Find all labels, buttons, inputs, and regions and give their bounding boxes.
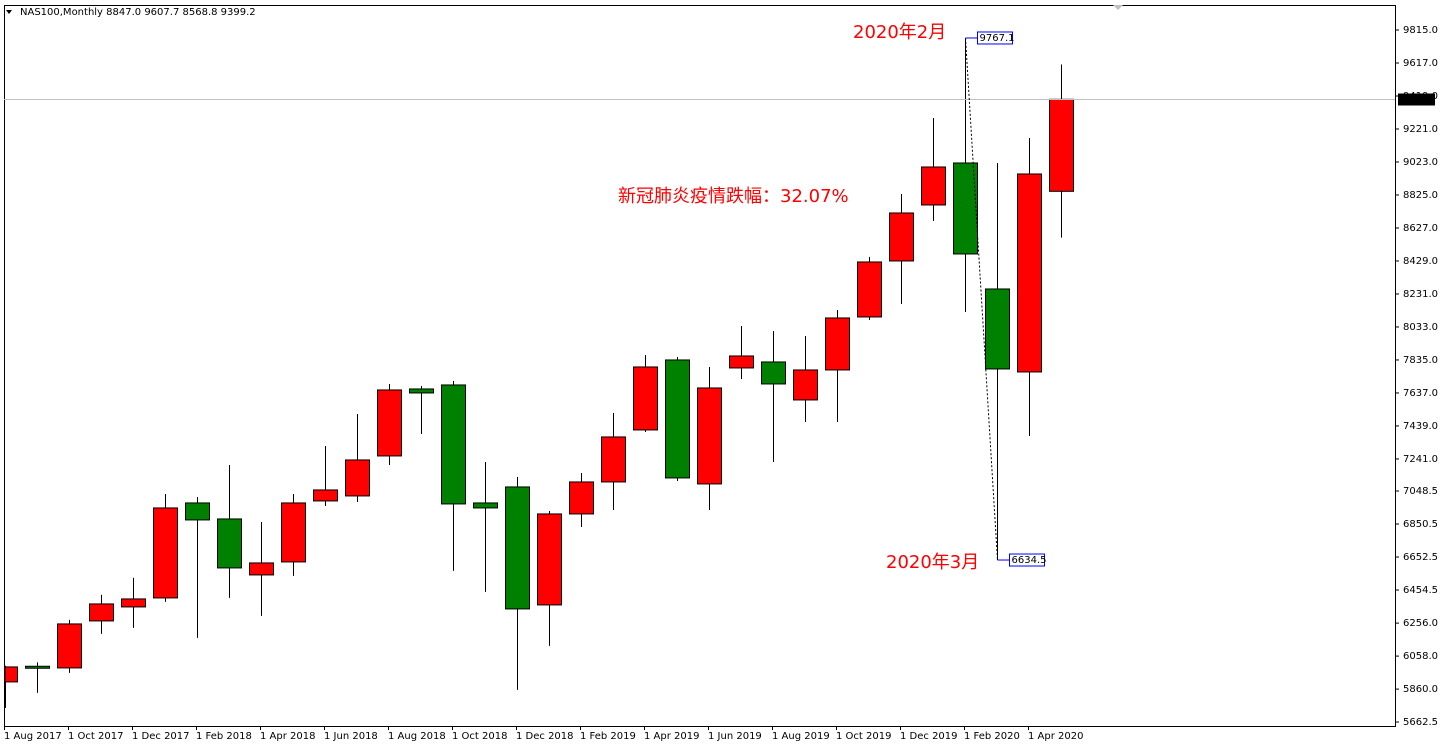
y-tick-label: 7835.0: [1403, 355, 1438, 366]
candle-body: [857, 261, 882, 318]
y-tick-label: 8033.0: [1403, 322, 1438, 333]
candle-body: [537, 513, 562, 606]
candle-body: [473, 502, 498, 509]
price-tag: [1398, 93, 1435, 106]
x-tick-label: 1 Feb 2020: [964, 731, 1020, 742]
x-tick-label: 1 Aug 2018: [388, 731, 446, 742]
y-tick-label: 6652.5: [1403, 552, 1438, 563]
x-tick-label: 1 Aug 2019: [772, 731, 830, 742]
candle-body: [409, 388, 434, 394]
drop-annotation: 新冠肺炎疫情跌幅：32.07%: [618, 186, 849, 207]
x-tick-label: 1 Apr 2020: [1028, 731, 1083, 742]
candle-body: [921, 166, 946, 206]
high-tag-label: 9767.1: [980, 33, 1015, 44]
candle-body: [121, 598, 146, 608]
candle-body: [569, 481, 594, 515]
x-tick-label: 1 Dec 2017: [132, 731, 190, 742]
candle-body: [601, 436, 626, 483]
x-tick-label: 1 Oct 2018: [452, 731, 507, 742]
candle-body: [377, 389, 402, 457]
x-tick-label: 1 Dec 2019: [900, 731, 958, 742]
candle-body: [953, 162, 978, 255]
y-tick-label: 7439.0: [1403, 421, 1438, 432]
plot-frame: [4, 5, 1396, 727]
x-tick-label: 1 Apr 2019: [644, 731, 699, 742]
y-tick-label: 6256.0: [1403, 618, 1438, 629]
candle-body: [985, 288, 1010, 370]
y-tick-label: 6454.5: [1403, 585, 1438, 596]
price-tag-label: 9399.2: [1401, 95, 1436, 106]
candle-body: [217, 518, 242, 569]
candle-body: [889, 212, 914, 262]
candle-body: [345, 459, 370, 497]
x-tick-label: 1 Dec 2018: [516, 731, 574, 742]
candle-body: [1017, 173, 1042, 373]
candle-body: [825, 317, 850, 371]
x-tick-label: 1 Oct 2017: [68, 731, 123, 742]
y-tick-label: 6850.5: [1403, 519, 1438, 530]
candle-body: [281, 502, 306, 563]
candle-body: [697, 387, 722, 485]
candle-body: [4, 666, 18, 683]
candle-body: [505, 486, 530, 610]
x-tick-label: 1 Jun 2019: [708, 731, 762, 742]
y-tick-label: 8231.0: [1403, 289, 1438, 300]
feb-annotation: 2020年2月: [853, 22, 946, 43]
candle-body: [1049, 98, 1074, 192]
low-tag: [1009, 553, 1045, 567]
y-tick-label: 6058.0: [1403, 651, 1438, 662]
y-tick-label: 9023.0: [1403, 157, 1438, 168]
menu-arrow: [6, 10, 12, 14]
candle-body: [793, 369, 818, 401]
y-tick-label: 5860.0: [1403, 684, 1438, 695]
candle-body: [441, 384, 466, 505]
candle-body: [89, 603, 114, 622]
y-tick-label: 9815.0: [1403, 25, 1438, 36]
low-tag-label: 6634.5: [1012, 555, 1047, 566]
y-tick-label: 8825.0: [1403, 190, 1438, 201]
candle-body: [249, 562, 274, 576]
drop-line: [965, 37, 998, 561]
x-tick-label: 1 Feb 2018: [196, 731, 252, 742]
candle-body: [761, 361, 786, 385]
y-tick-label: 5662.5: [1403, 717, 1438, 728]
candle-body: [153, 507, 178, 599]
x-tick-label: 1 Apr 2018: [260, 731, 315, 742]
mar-annotation: 2020年3月: [886, 552, 979, 573]
candle-body: [185, 502, 210, 521]
chart-title: NAS100,Monthly 8847.0 9607.7 8568.8 9399…: [20, 7, 256, 18]
y-tick-label: 7637.0: [1403, 388, 1438, 399]
y-tick-label: 7048.5: [1403, 486, 1438, 497]
candle-body: [665, 359, 690, 479]
y-tick-label: 9221.0: [1403, 124, 1438, 135]
high-tag: [977, 31, 1013, 45]
y-tick-label: 8627.0: [1403, 223, 1438, 234]
y-tick-label: 7241.0: [1403, 454, 1438, 465]
candle-body: [313, 489, 338, 502]
y-tick-label: 9617.0: [1403, 58, 1438, 69]
x-tick-label: 1 Feb 2019: [580, 731, 636, 742]
candle-body: [729, 355, 754, 369]
x-tick-label: 1 Jun 2018: [324, 731, 378, 742]
x-tick-label: 1 Aug 2017: [4, 731, 62, 742]
y-tick-label: 8429.0: [1403, 256, 1438, 267]
candle-body: [25, 665, 50, 669]
candle-body: [633, 366, 658, 431]
shift-marker: [1113, 5, 1123, 10]
candle-body: [57, 623, 82, 669]
x-tick-label: 1 Oct 2019: [836, 731, 891, 742]
